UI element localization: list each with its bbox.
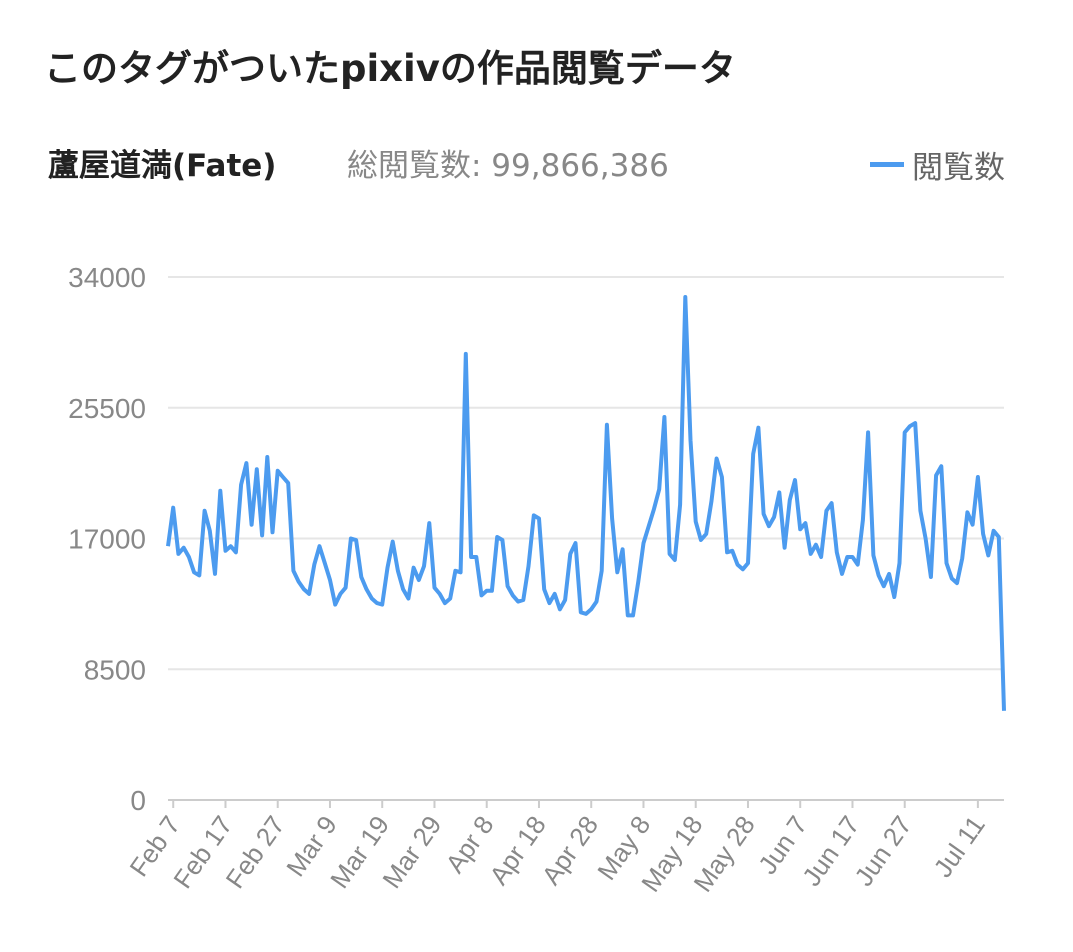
y-tick-label: 25500 (68, 393, 146, 424)
x-tick-label: Jul 11 (928, 810, 991, 882)
y-axis-ticks: 0 8500 17000 25500 34000 (68, 262, 146, 816)
y-tick-label: 17000 (68, 524, 146, 555)
x-tick-label: Apr 28 (536, 810, 605, 890)
y-tick-label: 34000 (68, 262, 146, 293)
total-views: 総閲覧数: 99,866,386 (347, 148, 669, 184)
tag-name: 蘆屋道満(Fate) (48, 148, 277, 184)
page-title: このタグがついたpixivの作品閲覧データ (44, 47, 736, 90)
chart-legend: 閲覧数 (870, 142, 1005, 187)
chart-gridlines (168, 276, 1004, 671)
legend-swatch (870, 162, 904, 167)
y-tick-label: 8500 (84, 654, 146, 685)
views-series-line (166, 295, 1006, 711)
legend-label: 閲覧数 (912, 150, 1005, 186)
x-tick-label: Jun 27 (848, 810, 917, 891)
y-tick-label: 0 (130, 785, 146, 816)
